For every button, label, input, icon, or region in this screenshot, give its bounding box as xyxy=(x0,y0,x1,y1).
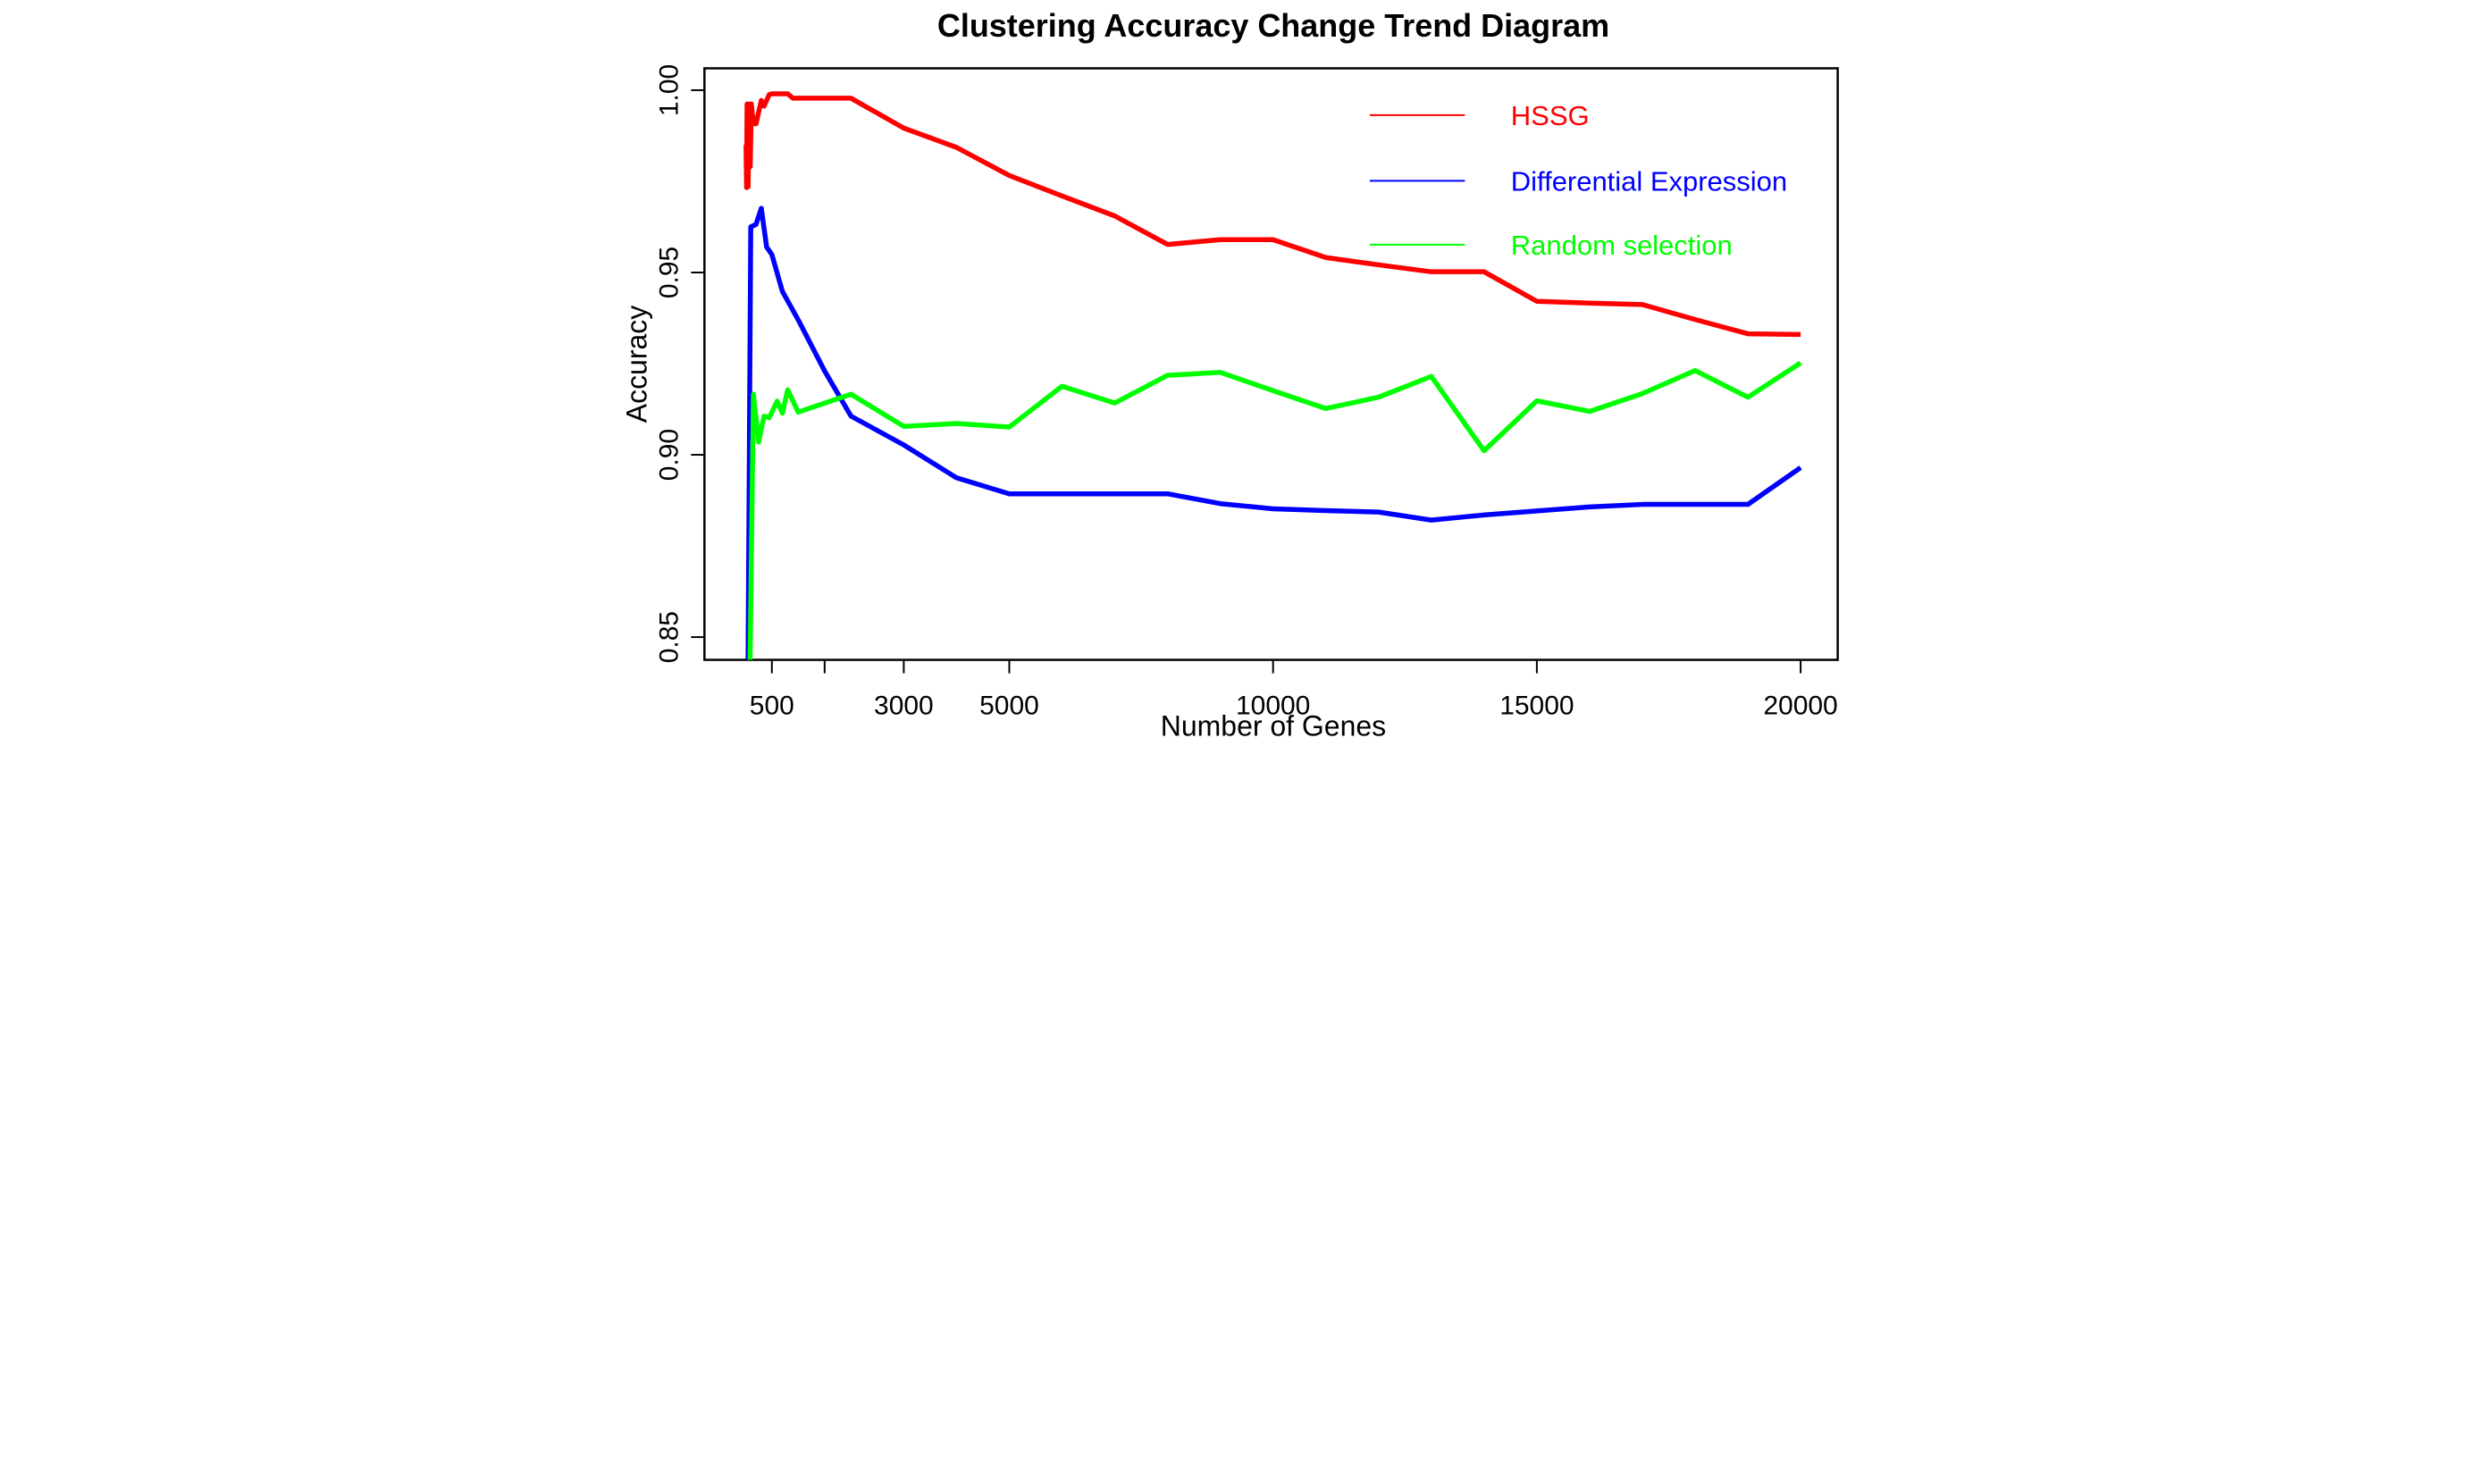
y-tick-label: 0.90 xyxy=(654,429,684,481)
x-tick-label: 500 xyxy=(750,692,794,721)
plot-border xyxy=(703,67,1839,661)
legend-label: Differential Expression xyxy=(1511,165,1787,197)
clustering-accuracy-chart: Clustering Accuracy Change Trend Diagram… xyxy=(620,7,1839,742)
legend-label: Random selection xyxy=(1511,230,1733,261)
series-line-differential-expression xyxy=(745,205,1802,660)
y-axis-title: Accuracy xyxy=(620,306,652,423)
x-tick-label: 20000 xyxy=(1763,692,1837,721)
y-tick-label: 0.85 xyxy=(654,611,684,663)
y-tick-label: 0.95 xyxy=(654,247,684,298)
y-tick-label: 1.00 xyxy=(654,64,684,116)
chart-title: Clustering Accuracy Change Trend Diagram xyxy=(937,7,1609,44)
x-axis-title: Number of Genes xyxy=(1161,710,1386,742)
series-line-random-selection xyxy=(747,360,1802,660)
x-tick-label: 5000 xyxy=(979,692,1039,721)
legend-label: HSSG xyxy=(1511,100,1590,131)
x-tick-label: 15000 xyxy=(1499,692,1574,721)
series-line-hssg xyxy=(743,91,1801,338)
x-tick-label: 10000 xyxy=(1236,692,1310,721)
x-tick-label: 3000 xyxy=(874,692,934,721)
chart-page: Clustering Accuracy Change Trend Diagram… xyxy=(619,0,1858,742)
